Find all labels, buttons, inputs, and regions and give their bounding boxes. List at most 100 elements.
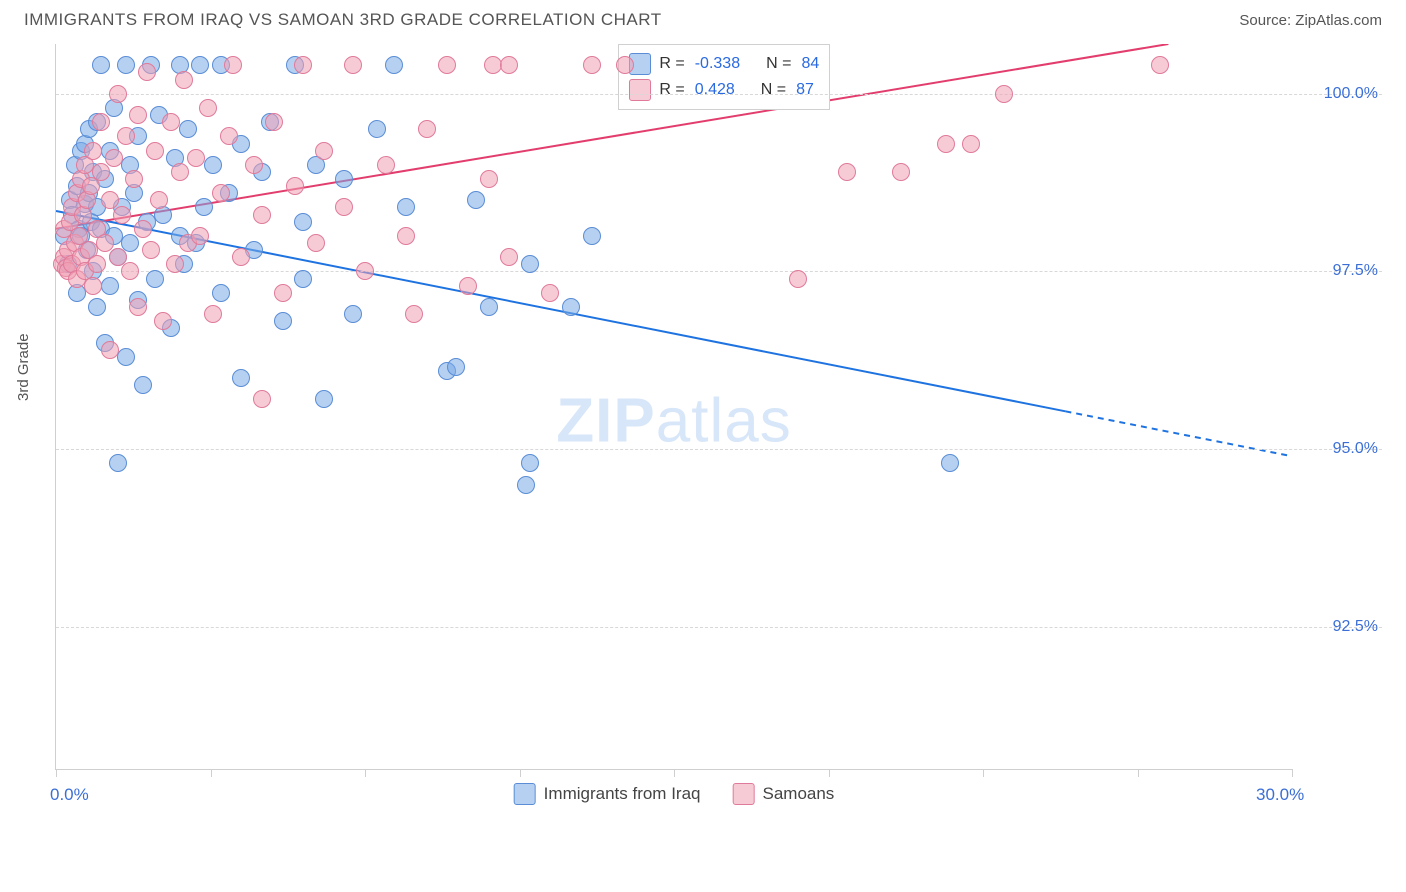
data-point-samoans [892,163,910,181]
legend-swatch [629,79,651,101]
data-point-samoans [962,135,980,153]
data-point-samoans [88,255,106,273]
data-point-samoans [307,234,325,252]
data-point-iraq [204,156,222,174]
x-tick-label: 30.0% [1256,785,1304,805]
x-tick [56,769,57,777]
data-point-iraq [562,298,580,316]
data-point-samoans [129,106,147,124]
data-point-iraq [191,56,209,74]
stat-n-value: 87 [796,77,814,103]
y-axis-title: 3rd Grade [15,333,32,401]
data-point-samoans [937,135,955,153]
data-point-iraq [521,454,539,472]
data-point-iraq [447,358,465,376]
data-point-samoans [294,56,312,74]
data-point-samoans [113,206,131,224]
legend-item: Samoans [732,783,834,805]
gridline [56,94,1382,95]
data-point-samoans [105,149,123,167]
data-point-iraq [195,198,213,216]
stat-r-label: R = [659,51,684,77]
data-point-iraq [274,312,292,330]
data-point-samoans [84,277,102,295]
data-point-iraq [467,191,485,209]
data-point-iraq [294,270,312,288]
data-point-samoans [344,56,362,74]
data-point-iraq [397,198,415,216]
data-point-iraq [117,348,135,366]
data-point-samoans [138,63,156,81]
data-point-samoans [397,227,415,245]
data-point-samoans [129,298,147,316]
data-point-samoans [405,305,423,323]
trend-lines-layer [56,44,1292,769]
data-point-iraq [101,277,119,295]
data-point-samoans [117,127,135,145]
data-point-iraq [335,170,353,188]
data-point-iraq [92,56,110,74]
data-point-iraq [121,234,139,252]
data-point-samoans [212,184,230,202]
data-point-samoans [616,56,634,74]
y-tick-label: 92.5% [1333,618,1378,636]
watermark: ZIPatlas [556,386,791,457]
data-point-samoans [154,312,172,330]
data-point-samoans [838,163,856,181]
data-point-samoans [220,127,238,145]
data-point-iraq [385,56,403,74]
data-point-samoans [245,156,263,174]
x-tick [983,769,984,777]
stat-n-label: N = [766,51,791,77]
data-point-samoans [191,227,209,245]
data-point-samoans [1151,56,1169,74]
data-point-samoans [175,71,193,89]
data-point-samoans [253,390,271,408]
data-point-iraq [583,227,601,245]
stat-n-label: N = [761,77,786,103]
data-point-iraq [368,120,386,138]
data-point-samoans [335,198,353,216]
source-label: Source: ZipAtlas.com [1239,12,1382,29]
stats-legend: R =-0.338N =84R =0.428N =87 [618,44,830,110]
x-tick-label: 0.0% [50,785,89,805]
data-point-samoans [121,262,139,280]
data-point-samoans [224,56,242,74]
data-point-samoans [146,142,164,160]
data-point-iraq [315,390,333,408]
data-point-samoans [92,113,110,131]
data-point-samoans [109,85,127,103]
chart-title: IMMIGRANTS FROM IRAQ VS SAMOAN 3RD GRADE… [24,10,662,30]
data-point-samoans [541,284,559,302]
data-point-samoans [162,113,180,131]
data-point-iraq [146,270,164,288]
y-tick-label: 100.0% [1324,85,1378,103]
gridline [56,449,1382,450]
data-point-iraq [941,454,959,472]
data-point-samoans [171,163,189,181]
plot-area: ZIPatlas R =-0.338N =84R =0.428N =87 Imm… [55,44,1292,770]
x-tick [829,769,830,777]
legend-label: Samoans [762,784,834,804]
data-point-samoans [438,56,456,74]
data-point-samoans [199,99,217,117]
data-point-samoans [204,305,222,323]
stats-legend-row-samoans: R =0.428N =87 [629,77,819,103]
legend-label: Immigrants from Iraq [544,784,701,804]
data-point-samoans [583,56,601,74]
legend-item: Immigrants from Iraq [514,783,701,805]
data-point-samoans [166,255,184,273]
y-tick-label: 95.0% [1333,440,1378,458]
x-tick [1292,769,1293,777]
data-point-samoans [995,85,1013,103]
x-tick [365,769,366,777]
data-point-samoans [315,142,333,160]
data-point-samoans [150,191,168,209]
data-point-iraq [88,298,106,316]
data-point-samoans [418,120,436,138]
x-tick [211,769,212,777]
data-point-iraq [521,255,539,273]
source-link[interactable]: ZipAtlas.com [1295,12,1382,29]
x-tick [674,769,675,777]
data-point-samoans [480,170,498,188]
